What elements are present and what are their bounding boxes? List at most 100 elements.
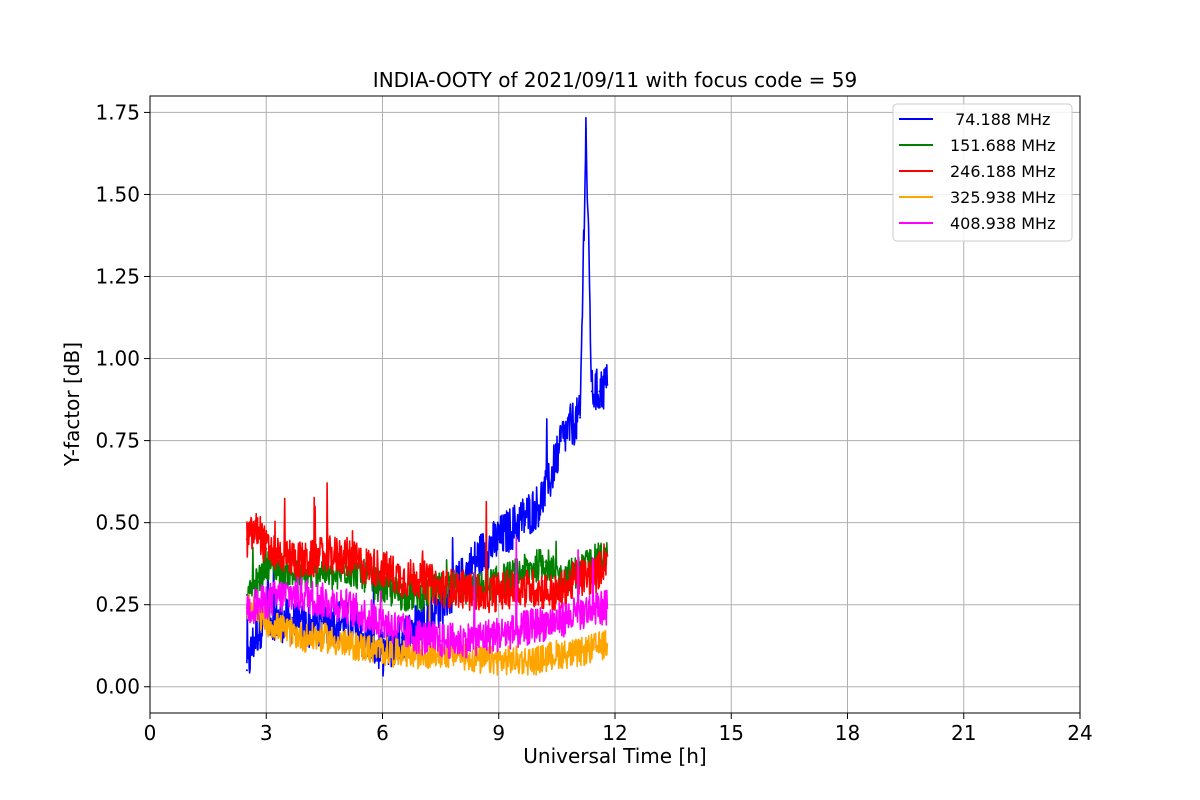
y-tick-label: 0.75 — [95, 429, 140, 453]
x-tick-label: 3 — [260, 721, 273, 745]
x-axis-label: Universal Time [h] — [523, 744, 706, 768]
series-point — [319, 567, 322, 570]
y-tick-label: 1.50 — [95, 182, 140, 206]
series-point — [420, 620, 423, 623]
series-point — [400, 636, 403, 639]
series-point — [439, 587, 442, 590]
series-point — [342, 620, 345, 623]
series-point — [304, 561, 306, 563]
series-point — [575, 613, 578, 616]
series-point — [323, 636, 326, 639]
series-point — [304, 626, 306, 629]
series-point — [400, 630, 403, 632]
series-point — [536, 505, 539, 508]
series-point — [381, 620, 384, 623]
series-point — [323, 600, 326, 603]
series-point — [381, 567, 384, 570]
series-point — [478, 593, 481, 596]
chart-title: INDIA-OOTY of 2021/09/11 with focus code… — [373, 68, 857, 92]
legend: 74.188 MHz 151.688 MHz 246.188 MHz 325.938 … — [892, 103, 1073, 242]
series-point — [265, 600, 268, 603]
series-point — [594, 574, 597, 577]
legend-label: 246.188 MHz — [950, 162, 1055, 181]
series-point — [555, 593, 558, 596]
series-point — [323, 620, 326, 623]
series-point — [342, 554, 345, 557]
series-point — [284, 593, 287, 596]
series-point — [253, 636, 256, 639]
series-point — [323, 554, 326, 557]
series-point — [304, 636, 306, 639]
series-line — [246, 537, 609, 659]
series-point — [544, 561, 547, 563]
series-point — [245, 538, 248, 541]
legend-label: 408.938 MHz — [950, 214, 1055, 233]
x-tick-label: 9 — [492, 721, 505, 745]
y-axis-ticks: 0.00 0.25 0.50 0.75 1.00 1.25 1.50 1.75 — [95, 100, 150, 699]
series-point — [571, 423, 574, 426]
series-point — [362, 646, 365, 649]
series-point — [245, 607, 248, 609]
series-line — [246, 482, 609, 614]
series-point — [606, 643, 609, 646]
series-point — [478, 659, 481, 662]
series-point — [335, 577, 337, 580]
y-tick-label: 1.25 — [95, 265, 140, 289]
series-point — [304, 593, 306, 596]
y-axis-label: Y-factor [dB] — [60, 342, 84, 467]
series-point — [381, 649, 384, 652]
series-line — [246, 586, 609, 676]
series-point — [528, 567, 531, 570]
series-point — [497, 659, 500, 662]
legend-label: 325.938 MHz — [950, 188, 1055, 207]
x-axis-ticks: 0 3 6 9 12 15 18 21 24 — [144, 713, 1093, 745]
series-point — [265, 547, 268, 550]
series-point — [555, 620, 558, 623]
series-point — [362, 613, 365, 616]
series-point — [517, 630, 520, 632]
series-point — [400, 652, 403, 655]
series-point — [420, 636, 423, 639]
series-point — [606, 554, 609, 557]
series-point — [584, 127, 587, 130]
series-lines — [245, 116, 609, 677]
series-point — [517, 521, 520, 524]
y-tick-label: 0.00 — [95, 675, 140, 699]
series-point — [536, 623, 539, 626]
series-point — [555, 652, 558, 655]
series-point — [284, 570, 287, 573]
series-point — [536, 659, 539, 662]
series-point — [245, 669, 248, 672]
series-point — [598, 390, 601, 393]
series-point — [579, 416, 582, 419]
series-point — [284, 554, 287, 557]
series-point — [257, 528, 260, 531]
series-point — [284, 630, 287, 632]
series-point — [478, 554, 481, 557]
y-tick-label: 1.75 — [95, 100, 140, 124]
series-point — [400, 577, 403, 580]
series-point — [478, 636, 481, 639]
series-point — [517, 659, 520, 662]
legend-label: 151.688 MHz — [950, 136, 1055, 155]
series-point — [459, 587, 461, 590]
series-point — [265, 620, 268, 623]
x-tick-label: 0 — [144, 721, 157, 745]
series-point — [536, 587, 539, 590]
x-tick-label: 12 — [602, 721, 627, 745]
series-point — [548, 482, 551, 485]
series-point — [575, 577, 578, 580]
series-point — [559, 439, 562, 442]
y-tick-label: 0.25 — [95, 593, 140, 617]
series-point — [594, 607, 597, 609]
x-tick-label: 21 — [951, 721, 976, 745]
series-point — [420, 593, 423, 596]
x-tick-label: 15 — [719, 721, 744, 745]
legend-box — [892, 103, 1073, 242]
y-tick-label: 0.50 — [95, 511, 140, 535]
series-point — [342, 643, 345, 646]
series-point — [304, 577, 306, 580]
series-point — [590, 390, 593, 393]
series-point — [381, 587, 384, 590]
series-point — [420, 577, 423, 580]
